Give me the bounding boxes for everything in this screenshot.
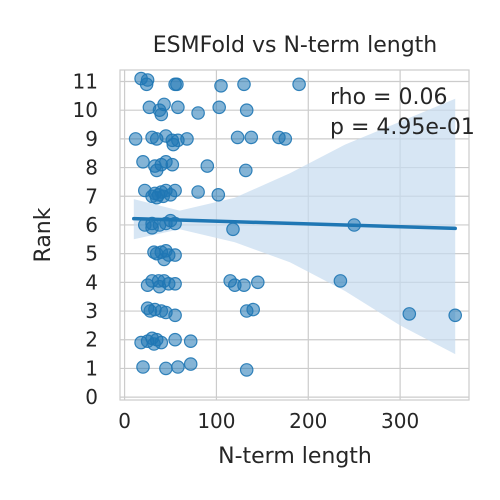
data-point xyxy=(250,275,265,290)
chart-title: ESMFold vs N-term length xyxy=(153,33,438,58)
y-axis-label: Rank xyxy=(31,207,56,262)
data-point xyxy=(246,302,260,317)
data-point xyxy=(237,278,251,292)
data-point xyxy=(168,77,182,92)
data-point xyxy=(139,77,154,92)
data-point xyxy=(128,132,143,146)
data-point xyxy=(168,276,182,291)
y-tick-label: 2 xyxy=(85,328,98,352)
y-tick-label: 0 xyxy=(85,385,98,409)
y-tick-label: 11 xyxy=(73,69,98,93)
data-point xyxy=(226,222,240,237)
points-layer xyxy=(128,71,462,377)
data-point xyxy=(136,360,150,374)
plot-frame xyxy=(119,69,470,401)
y-tick-label: 3 xyxy=(85,299,98,323)
data-point xyxy=(168,183,182,198)
x-tick-label: 0 xyxy=(118,409,131,433)
x-tick-label: 100 xyxy=(197,409,235,433)
regression-line xyxy=(132,216,457,231)
data-point xyxy=(292,77,306,92)
regression-line-layer xyxy=(132,216,457,231)
data-point xyxy=(154,107,169,122)
data-point xyxy=(149,163,164,178)
y-tick-label: 1 xyxy=(85,356,98,380)
y-tick-label: 9 xyxy=(85,127,98,151)
y-tick-label: 4 xyxy=(85,270,98,294)
y-tick-label: 8 xyxy=(85,156,98,180)
data-point xyxy=(402,307,417,321)
data-point xyxy=(145,221,159,235)
annotation-rho: rho = 0.06 xyxy=(330,85,447,110)
data-point xyxy=(171,360,185,374)
data-point xyxy=(159,361,173,376)
data-point xyxy=(191,106,205,120)
data-point xyxy=(244,130,259,145)
data-point xyxy=(183,334,198,348)
y-tick-label: 5 xyxy=(85,242,98,266)
data-point xyxy=(239,163,253,178)
data-point xyxy=(200,159,215,173)
data-point xyxy=(214,79,228,93)
data-point xyxy=(237,77,251,92)
data-point xyxy=(136,155,150,169)
data-point xyxy=(183,357,198,371)
annotation-p-value: p = 4.95e-01 xyxy=(330,115,475,140)
tick-labels: 0 100 200 300 0 1 2 3 4 5 6 7 8 9 10 11 xyxy=(73,69,420,433)
data-point xyxy=(168,308,182,323)
x-tick-label: 200 xyxy=(289,409,327,433)
data-point xyxy=(147,337,161,351)
data-point xyxy=(171,100,185,115)
data-point xyxy=(211,188,226,202)
y-tick-label: 6 xyxy=(85,213,98,237)
data-point xyxy=(149,190,164,205)
data-point xyxy=(152,279,167,294)
x-tick-label: 300 xyxy=(381,409,419,433)
y-tick-label: 7 xyxy=(85,184,98,208)
data-point xyxy=(191,185,205,199)
data-point xyxy=(278,132,293,146)
data-point xyxy=(157,252,171,267)
data-point xyxy=(239,103,254,117)
data-point xyxy=(448,308,462,323)
data-point xyxy=(168,332,182,347)
data-point xyxy=(230,130,245,145)
x-axis-label: N-term length xyxy=(218,444,372,469)
data-point xyxy=(165,157,180,172)
data-point xyxy=(180,132,194,146)
data-point xyxy=(166,137,181,152)
data-point xyxy=(239,363,254,377)
data-point xyxy=(333,274,348,288)
y-tick-label: 10 xyxy=(73,98,98,122)
data-point xyxy=(212,100,226,115)
confidence-band xyxy=(133,98,456,355)
confidence-band-layer xyxy=(133,98,456,355)
